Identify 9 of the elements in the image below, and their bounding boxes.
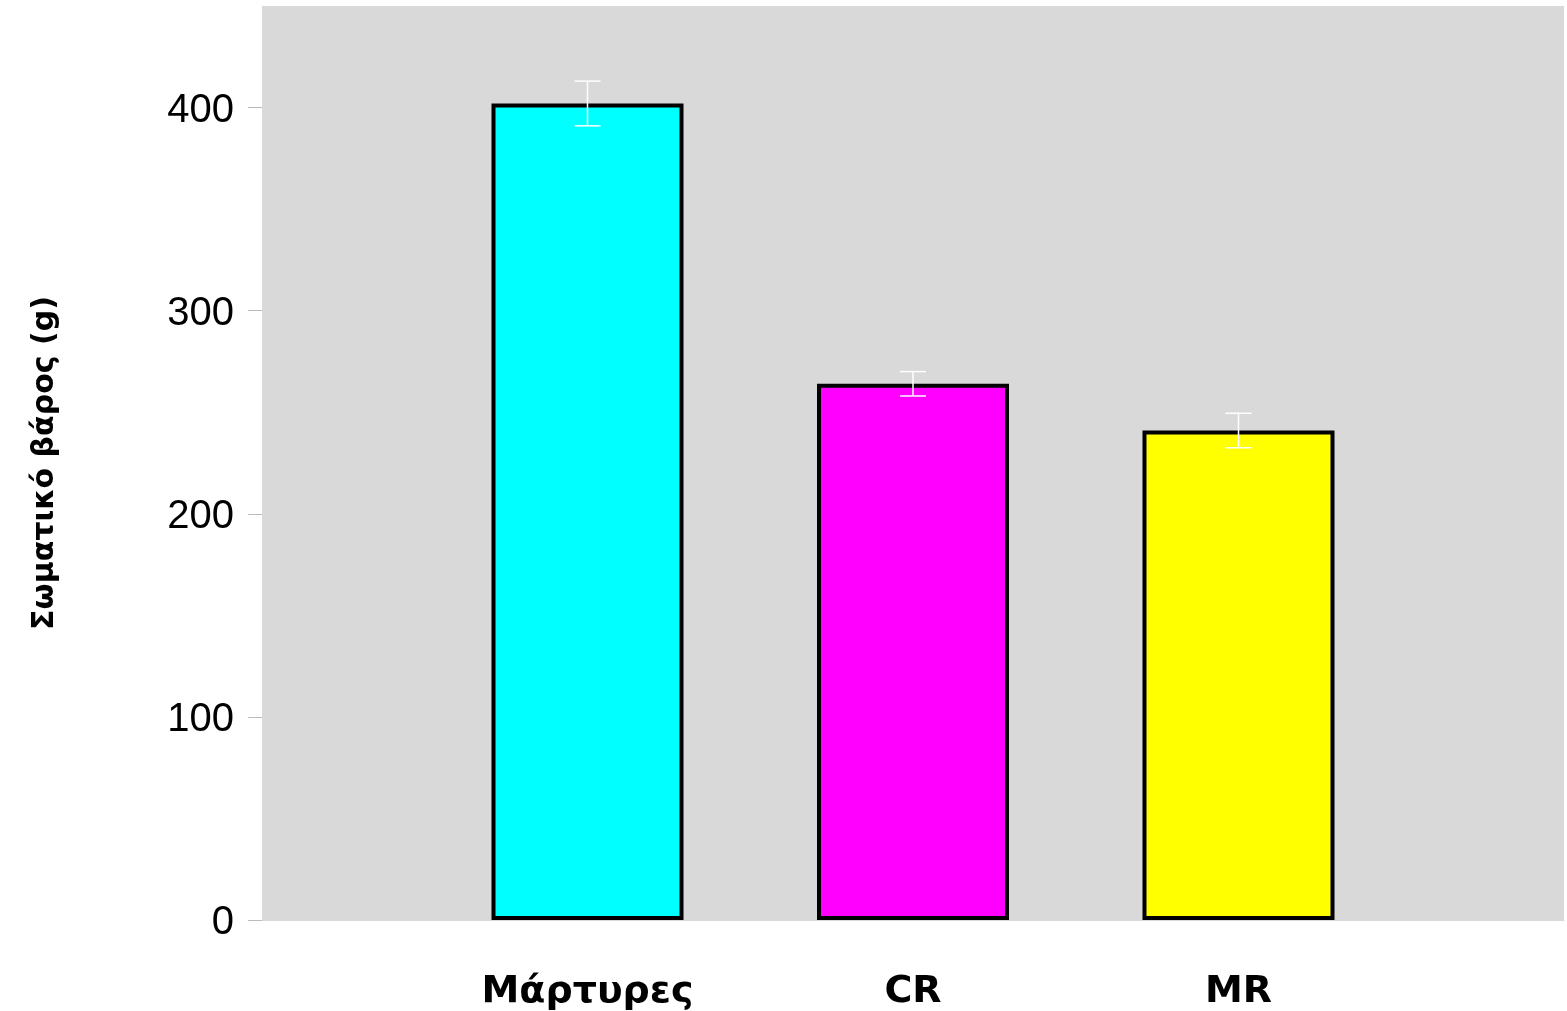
y-tick-label: 200 [167,491,234,536]
x-tick-label: CR [884,967,942,1011]
y-tick-label: 0 [211,898,234,942]
x-tick-label: MR [1204,967,1273,1011]
y-tick-label: 400 [167,85,234,130]
x-tick-label: Μάρτυρες [481,967,694,1011]
y-axis-title: Σωματικό βάρος (g) [24,296,60,630]
y-tick-label: 100 [167,694,234,739]
y-tick-label: 300 [167,288,234,333]
